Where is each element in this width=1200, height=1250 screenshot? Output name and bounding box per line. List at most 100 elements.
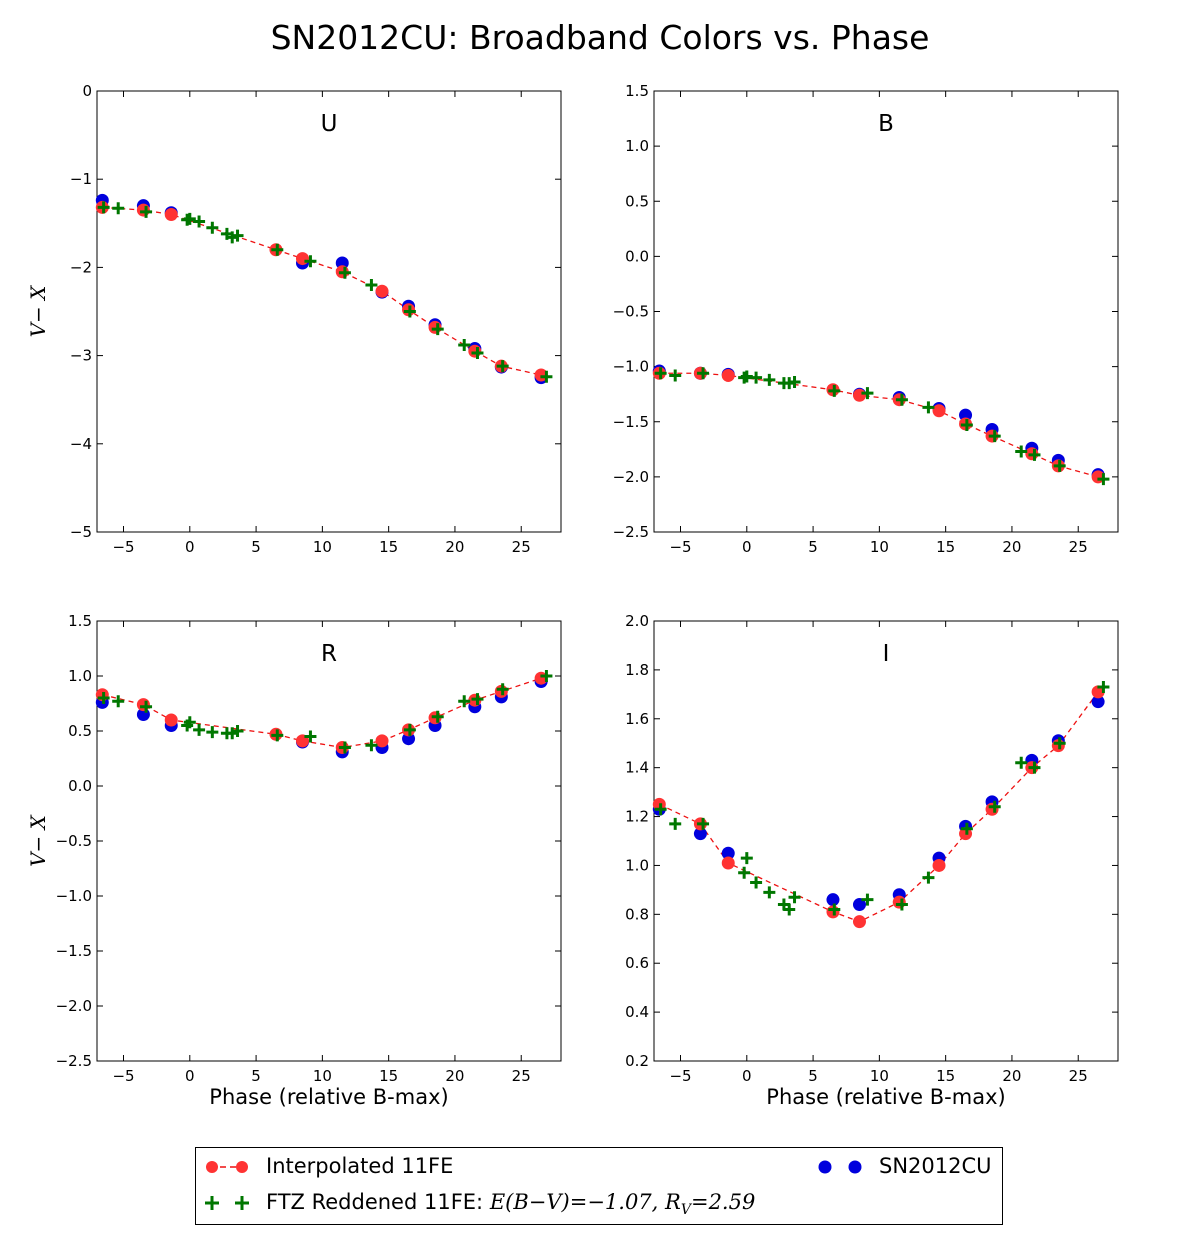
- ftz-point-b: [763, 373, 776, 386]
- ftz-point-r: [431, 710, 444, 723]
- x-tick-label-r: 0: [185, 1067, 195, 1085]
- y-tick-label-r: −0.5: [56, 832, 92, 850]
- ftz-point-b: [1097, 473, 1110, 486]
- x-tick-label-i: 15: [936, 1067, 955, 1085]
- interp-point-b: [932, 404, 946, 418]
- ftz-point-b: [750, 371, 763, 384]
- x-tick-label-b: 5: [808, 538, 818, 556]
- interp-point-u: [375, 284, 389, 298]
- ftz-point-r: [458, 695, 471, 708]
- y-tick-label-u: −3: [70, 347, 92, 365]
- x-tick-label-b: 10: [870, 538, 889, 556]
- y-tick-label-b: 1.0: [625, 137, 649, 155]
- legend-ftz-math-tail: =2.59: [690, 1190, 756, 1214]
- legend-ftz-marker: [205, 1196, 249, 1210]
- ftz-point-b: [922, 401, 935, 414]
- x-tick-label-r: −5: [112, 1067, 134, 1085]
- x-tick-label-u: 0: [185, 538, 195, 556]
- ftz-point-i: [740, 852, 753, 865]
- ftz-point-i: [763, 886, 776, 899]
- interp-point-u: [164, 207, 178, 221]
- ftz-point-r: [193, 723, 206, 736]
- x-tick-label-b: 0: [742, 538, 752, 556]
- ftz-point-u: [403, 305, 416, 318]
- interp-point-u: [468, 344, 482, 358]
- y-tick-label-b: 0.0: [625, 247, 649, 265]
- y-tick-label-i: 1.2: [625, 808, 649, 826]
- y-axis-label-u: V− X: [26, 285, 50, 338]
- ftz-point-b: [828, 384, 841, 397]
- ftz-point-b: [654, 367, 667, 380]
- y-tick-label-r: 1.0: [68, 667, 92, 685]
- ftz-point-r: [206, 726, 219, 739]
- chart-title: SN2012CU: Broadband Colors vs. Phase: [270, 18, 930, 57]
- ftz-point-r: [140, 700, 153, 713]
- ftz-point-b: [697, 367, 710, 380]
- interp-point-i: [932, 858, 946, 872]
- x-tick-label-u: 5: [251, 538, 261, 556]
- interp-point-u: [428, 320, 442, 334]
- legend-ftz-math-sub: V: [680, 1202, 691, 1219]
- ftz-point-i: [738, 866, 751, 879]
- ftz-point-i: [828, 903, 841, 916]
- legend-interp-label: Interpolated 11FE: [266, 1154, 454, 1178]
- ftz-point-i: [895, 898, 908, 911]
- ftz-point-r: [471, 693, 484, 706]
- interp-point-i: [985, 802, 999, 816]
- y-tick-label-i: 0.2: [625, 1052, 649, 1070]
- panel-label-i: I: [883, 641, 890, 667]
- legend-ftz-label: FTZ Reddened 11FE: E(B−V)=−1.07, RV=2.59: [266, 1190, 755, 1218]
- x-tick-label-r: 15: [379, 1067, 398, 1085]
- ftz-point-u: [231, 229, 244, 242]
- y-tick-label-b: −0.5: [613, 303, 649, 321]
- ftz-point-i: [1015, 756, 1028, 769]
- x-tick-label-u: 15: [379, 538, 398, 556]
- ftz-point-r: [338, 741, 351, 754]
- interp-point-i: [892, 895, 906, 909]
- ftz-point-b: [669, 369, 682, 382]
- x-tick-label-r: 10: [313, 1067, 332, 1085]
- ftz-point-i: [922, 871, 935, 884]
- sn-point-i: [852, 898, 866, 912]
- interp-point-r: [375, 734, 389, 748]
- interp-point-r: [164, 713, 178, 727]
- y-tick-label-r: 0.0: [68, 777, 92, 795]
- y-tick-label-i: 2.0: [625, 612, 649, 630]
- sn-point-i: [1091, 695, 1105, 709]
- x-tick-label-i: 0: [742, 1067, 752, 1085]
- x-tick-label-r: 5: [251, 1067, 261, 1085]
- legend-interp-marker: [206, 1161, 248, 1173]
- ftz-point-r: [403, 723, 416, 736]
- ftz-point-r: [365, 739, 378, 752]
- sn-point-i: [721, 846, 735, 860]
- ftz-point-u: [97, 201, 110, 214]
- ftz-point-i: [750, 876, 763, 889]
- y-tick-label-r: −1.5: [56, 942, 92, 960]
- ftz-point-b: [1053, 459, 1066, 472]
- ftz-point-u: [431, 323, 444, 336]
- x-tick-label-u: −5: [112, 538, 134, 556]
- y-tick-label-i: 0.6: [625, 954, 649, 972]
- y-axis-label-r: V− X: [26, 814, 50, 867]
- panel-label-r: R: [321, 641, 337, 667]
- ftz-point-i: [669, 817, 682, 830]
- legend-ftz-math: E(B−V)=−1.07, R: [489, 1190, 681, 1214]
- ftz-point-b: [1028, 448, 1041, 461]
- x-tick-label-r: 20: [445, 1067, 464, 1085]
- x-tick-label-b: 25: [1069, 538, 1088, 556]
- x-tick-label-i: 20: [1002, 1067, 1021, 1085]
- y-tick-label-b: 0.5: [625, 192, 649, 210]
- legend-sn-label: SN2012CU: [879, 1154, 992, 1178]
- x-tick-label-u: 10: [313, 538, 332, 556]
- y-tick-label-i: 0.8: [625, 905, 649, 923]
- panel-label-b: B: [878, 111, 894, 137]
- ftz-point-i: [1028, 761, 1041, 774]
- ftz-point-i: [697, 817, 710, 830]
- ftz-point-i: [960, 822, 973, 835]
- interp-point-r: [136, 698, 150, 712]
- ftz-point-b: [788, 376, 801, 389]
- y-tick-label-r: 1.5: [68, 612, 92, 630]
- y-tick-label-i: 1.4: [625, 759, 649, 777]
- y-tick-label-i: 1.8: [625, 661, 649, 679]
- plot-frame-i: [653, 620, 1119, 1062]
